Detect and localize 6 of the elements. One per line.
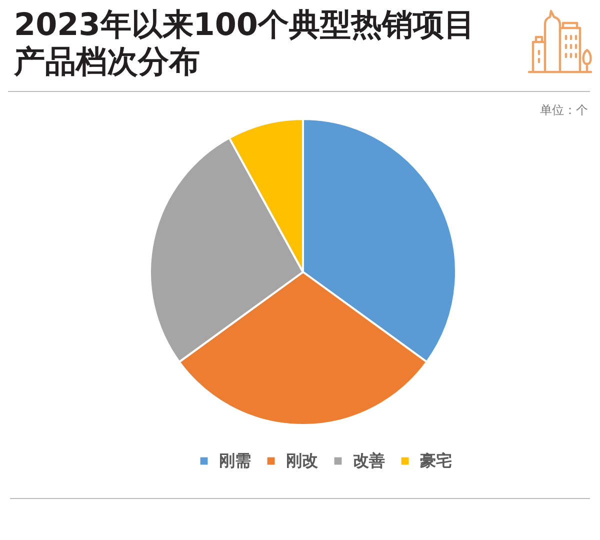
chart-title: 2023年以来100个典型热销项目产品档次分布 — [14, 7, 476, 81]
legend-label: 改善 — [353, 451, 385, 470]
legend-label: 刚需 — [219, 451, 251, 470]
text: 单位：个 — [540, 102, 588, 119]
legend-label: 刚改 — [286, 451, 318, 470]
legend-label: 豪宅 — [419, 451, 452, 470]
